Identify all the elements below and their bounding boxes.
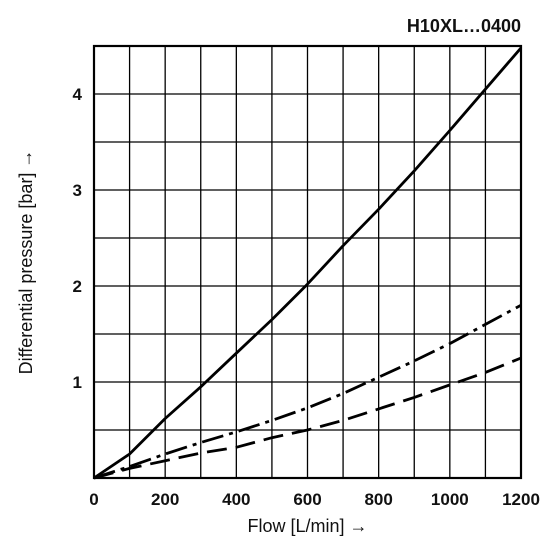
x-tick-label: 800 [364, 490, 392, 509]
plot-frame [92, 44, 523, 480]
x-axis-label: Flow [L/min] → [247, 516, 367, 536]
y-tick-label: 4 [73, 85, 83, 104]
series-lines [93, 46, 523, 480]
y-tick-label: 2 [73, 277, 82, 296]
series-line-dash-dot [93, 303, 522, 480]
grid-lines [94, 46, 521, 478]
y-tick-label: 1 [73, 373, 82, 392]
series-line-dashed [93, 356, 522, 480]
x-tick-labels: 0 200 400 600 800 1000 1200 [89, 490, 540, 509]
series-line-solid [93, 46, 523, 480]
y-axis-label: Differential pressure [bar] → [16, 150, 36, 375]
x-tick-label: 0 [89, 490, 98, 509]
x-tick-label: 1200 [502, 490, 540, 509]
x-tick-label: 200 [151, 490, 179, 509]
chart-title: H10XL…0400 [407, 16, 521, 36]
x-tick-label: 1000 [431, 490, 469, 509]
x-tick-label: 400 [222, 490, 250, 509]
x-tick-label: 600 [293, 490, 321, 509]
y-tick-label: 3 [73, 181, 82, 200]
y-tick-labels: 1 2 3 4 [73, 85, 83, 392]
